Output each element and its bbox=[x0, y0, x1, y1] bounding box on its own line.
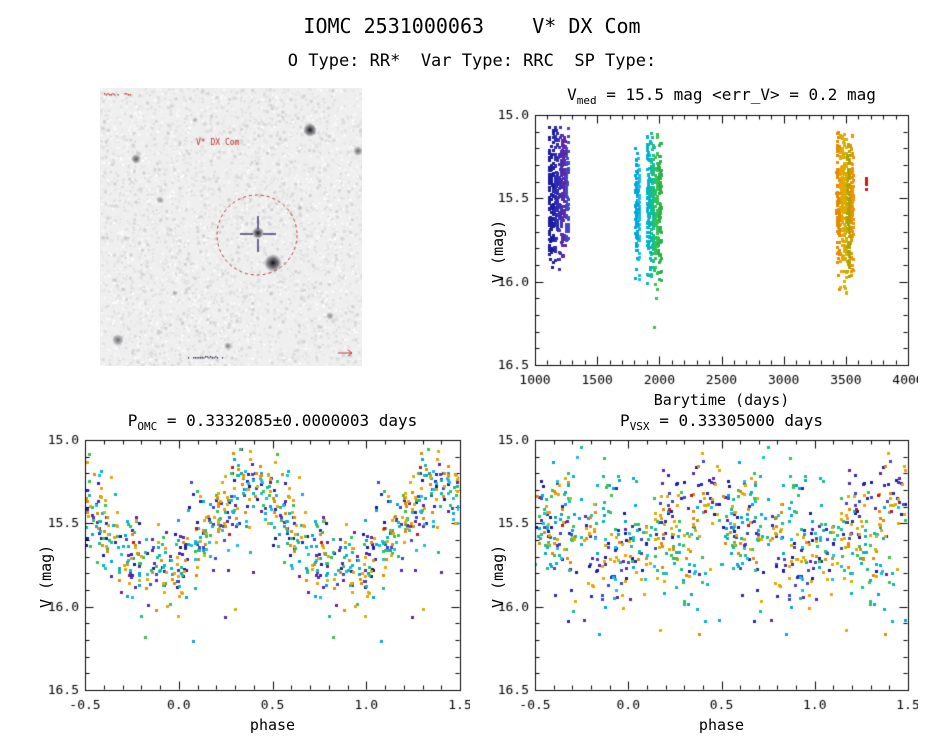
lightcurve-title-rest: = 15.5 mag <err_V> = 0.2 mag bbox=[596, 85, 876, 104]
phase-omc-title: POMC = 0.3332085±0.0000003 days bbox=[85, 411, 460, 433]
phase-omc-title-sub: OMC bbox=[137, 420, 158, 434]
phase-vsx-title-main: P bbox=[620, 411, 630, 430]
lightcurve-ylabel: V (mag) bbox=[489, 219, 507, 283]
phase-omc-title-main: P bbox=[127, 411, 138, 430]
phase-vsx-title-rest: = 0.33305000 days bbox=[649, 411, 823, 430]
page-subtitle: O Type: RR* Var Type: RRC SP Type: bbox=[287, 51, 657, 71]
phase-vsx-ylabel: V (mag) bbox=[489, 544, 507, 608]
phase-omc-xlabel: phase bbox=[249, 716, 296, 734]
phase-vsx-plot bbox=[475, 432, 918, 735]
lightcurve-xlabel: Barytime (days) bbox=[653, 391, 790, 409]
phase-omc-ylabel: V (mag) bbox=[37, 544, 55, 608]
lightcurve-title: Vmed = 15.5 mag <err_V> = 0.2 mag bbox=[535, 85, 908, 107]
phase-omc-plot bbox=[25, 432, 470, 735]
lightcurve-title-main: V bbox=[567, 85, 577, 104]
finder-chart-image bbox=[100, 88, 362, 366]
phase-vsx-title: PVSX = 0.33305000 days bbox=[535, 411, 908, 433]
phase-omc-title-rest: = 0.3332085±0.0000003 days bbox=[157, 411, 418, 430]
lightcurve-plot bbox=[475, 107, 918, 410]
phase-vsx-xlabel: phase bbox=[698, 716, 745, 734]
lightcurve-title-sub: med bbox=[576, 94, 597, 108]
phase-vsx-title-sub: VSX bbox=[629, 420, 650, 434]
page-title: IOMC 2531000063 V* DX Com bbox=[303, 14, 641, 38]
